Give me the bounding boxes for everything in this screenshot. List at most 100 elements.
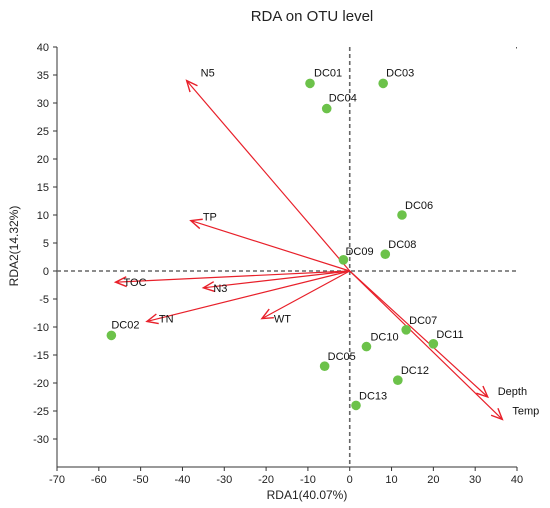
sample-point-dc05: DC05 <box>319 351 356 372</box>
arrow-shaft <box>146 270 350 322</box>
sample-dot <box>351 400 361 411</box>
arrow-head <box>113 276 127 288</box>
y-tick-label: 40 <box>37 42 49 54</box>
sample-dot <box>397 210 407 220</box>
sample-dot <box>393 375 403 386</box>
sample-label: DC06 <box>405 200 433 212</box>
sample-label: DC05 <box>328 351 356 363</box>
x-tick-label: -30 <box>216 474 232 486</box>
x-tick-label: -50 <box>133 474 149 486</box>
x-axis-title: RDA1(40.07%) <box>267 488 348 502</box>
sample-dot <box>319 361 330 372</box>
env-label: TN <box>159 313 174 325</box>
sample-point-dc01: DC01 <box>305 67 342 89</box>
y-tick-label: 5 <box>43 238 49 250</box>
sample-label: DC08 <box>388 239 416 251</box>
x-tick-label: -70 <box>49 474 65 486</box>
x-tick-label: 20 <box>427 474 439 486</box>
sample-point-dc07: DC07 <box>401 315 437 335</box>
y-tick-label: 15 <box>37 182 49 194</box>
sample-dot <box>401 325 411 335</box>
axis-ticks: -70 -60 -50 -40 -30 -20 -10 0 10 20 30 40-30-25-20-… <box>33 42 523 486</box>
env-label: N5 <box>201 68 215 80</box>
sample-dot <box>305 78 315 89</box>
arrow-head <box>260 308 274 320</box>
arrow-head <box>145 313 159 325</box>
y-tick-label: 25 <box>37 126 49 138</box>
env-arrow-n3: N3 <box>201 270 350 295</box>
arrow-head <box>189 218 203 230</box>
sample-dot <box>321 103 332 114</box>
sample-label: DC11 <box>436 329 463 341</box>
sample-point-dc02: DC02 <box>106 319 139 341</box>
env-label: Depth <box>498 386 527 398</box>
x-tick-label: -60 <box>91 474 107 486</box>
env-arrow-n5: N5 <box>185 68 351 272</box>
sample-point-dc12: DC12 <box>393 365 429 386</box>
env-label: N3 <box>213 283 227 295</box>
env-arrow-wt: WT <box>260 270 351 326</box>
sample-point-dc13: DC13 <box>351 390 387 411</box>
sample-dot <box>378 78 388 89</box>
x-tick-label: 30 <box>469 474 481 486</box>
plot-frame <box>56 47 517 468</box>
sample-label: DC07 <box>409 315 437 327</box>
sample-label: DC01 <box>314 67 342 79</box>
sample-label: DC12 <box>401 365 429 377</box>
env-arrow-toc: TOC <box>113 270 350 289</box>
y-tick-label: -15 <box>33 350 49 362</box>
arrow-shaft <box>115 270 350 283</box>
y-tick-label: 0 <box>43 266 49 278</box>
sample-dot <box>338 254 349 265</box>
sample-label: DC04 <box>329 93 357 105</box>
y-tick-label: 10 <box>37 210 49 222</box>
x-tick-label: -10 <box>300 474 316 486</box>
y-tick-label: 35 <box>37 70 49 82</box>
sample-label: DC02 <box>111 319 139 331</box>
sample-label: DC10 <box>370 332 398 344</box>
env-arrow-tp: TP <box>189 212 350 272</box>
x-tick-label: 0 <box>347 474 353 486</box>
sample-label: DC13 <box>359 390 387 402</box>
y-tick-label: 30 <box>37 98 49 110</box>
x-tick-label: -20 <box>258 474 274 486</box>
env-label: TOC <box>124 277 147 289</box>
env-arrow-tn: TN <box>145 270 350 325</box>
arrow-shaft <box>203 270 350 289</box>
sample-point-dc09: DC09 <box>338 246 374 265</box>
arrow-head <box>185 79 198 93</box>
y-tick-label: -20 <box>33 378 49 390</box>
env-factor-arrows: N5 TP TOC N3 TN WT Depth Temp <box>113 68 539 421</box>
arrow-shaft <box>261 270 351 320</box>
sample-point-dc10: DC10 <box>361 332 399 352</box>
x-tick-label: 10 <box>385 474 397 486</box>
env-arrow-temp: Temp <box>349 270 539 421</box>
env-label: TP <box>203 212 217 224</box>
sample-points: DC01 DC03 DC04 DC06 DC09 DC08 DC02 DC07 DC11 DC10… <box>106 67 464 411</box>
x-tick-label: -40 <box>175 474 191 486</box>
sample-label: DC03 <box>386 67 414 79</box>
x-tick-label: 40 <box>511 474 523 486</box>
reference-lines <box>57 47 517 467</box>
env-label: Temp <box>512 405 539 417</box>
arrow-head <box>201 281 216 293</box>
y-tick-label: -5 <box>39 294 49 306</box>
sample-point-dc06: DC06 <box>397 200 433 220</box>
sample-point-dc08: DC08 <box>380 239 416 259</box>
arrow-shaft <box>349 270 489 398</box>
env-label: WT <box>274 314 291 326</box>
env-arrow-depth: Depth <box>349 270 527 399</box>
arrow-shaft <box>190 220 350 272</box>
arrow-shaft <box>186 80 351 272</box>
arrow-head <box>490 407 504 421</box>
sample-label: DC09 <box>345 246 373 258</box>
arrow-shaft <box>349 270 503 420</box>
sample-point-dc11: DC11 <box>428 329 464 349</box>
arrow-head <box>476 385 489 399</box>
sample-dot <box>106 330 117 341</box>
y-tick-label: 20 <box>37 154 49 166</box>
y-axis-title: RDA2(14.32%) <box>7 206 21 287</box>
chart-title: RDA on OTU level <box>251 8 374 25</box>
